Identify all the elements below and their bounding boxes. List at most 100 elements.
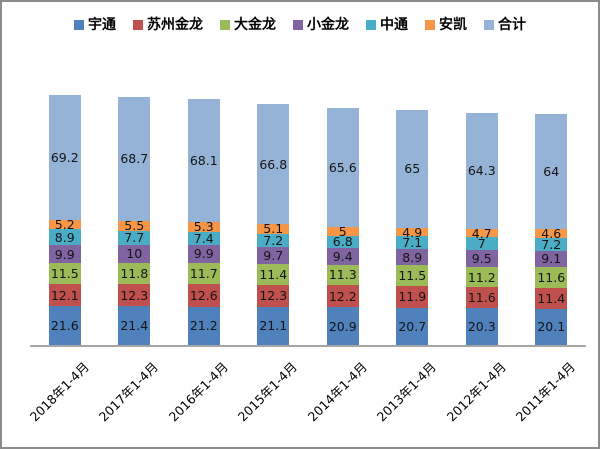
- bars-row: 69.2 5.2 8.9 9.9 11.5 12.1 21.6 2018年1-4月 68.7 5.…: [26, 95, 587, 424]
- bar-segment: 4.9: [396, 226, 429, 239]
- data-label: 68.1: [189, 152, 218, 168]
- data-label: 21.1: [259, 318, 288, 334]
- bar-segment: 21.2: [187, 306, 220, 345]
- bar-slot: 64 4.6 7.2 9.1 11.6 11.4 20.1 2011年1-4月: [513, 95, 587, 424]
- bar-segment: 12.3: [118, 284, 151, 307]
- bar-segment: 64.3: [465, 112, 498, 229]
- data-label: 11.8: [120, 265, 149, 281]
- bar-slot: 64.3 4.7 7 9.5 11.2 11.6 20.3 2012年1-4月: [443, 95, 517, 424]
- bar-segment: 5.5: [118, 219, 151, 232]
- data-label: 8.9: [54, 229, 75, 245]
- legend-item-yutong: 宇通: [74, 18, 116, 32]
- legend-swatch-icon: [133, 20, 143, 30]
- bar-slot: 65 4.9 7.1 8.9 11.5 11.9 20.7 2013年1-4月: [374, 95, 448, 424]
- data-label: 7.1: [402, 235, 423, 251]
- bar-slot: 69.2 5.2 8.9 9.9 11.5 12.1 21.6 2018年1-4月: [26, 95, 100, 424]
- legend-label: 苏州金龙: [147, 17, 203, 33]
- bar-segment: 7.2: [257, 232, 290, 248]
- bar-slot: 65.6 5 6.8 9.4 11.3 12.2 20.9 2014年1-4月: [304, 95, 378, 424]
- bar-segment: 9.4: [326, 247, 359, 265]
- data-label: 11.3: [328, 267, 357, 283]
- data-label: 21.6: [50, 317, 79, 333]
- x-axis-label: 2015年1-4月: [234, 359, 300, 425]
- x-axis-label: 2016年1-4月: [165, 359, 231, 425]
- data-label: 11.9: [398, 289, 427, 305]
- data-label: 11.7: [189, 265, 218, 281]
- bar-segment: 20.1: [535, 308, 568, 345]
- bar-segment: 68.7: [118, 96, 151, 221]
- data-label: 64: [543, 164, 560, 180]
- data-label: 64.3: [467, 163, 496, 179]
- data-label: 9.1: [541, 251, 562, 267]
- bar-segment: 20.9: [326, 307, 359, 345]
- bar-segment: 12.1: [48, 284, 81, 306]
- bar-segment: 9.7: [257, 246, 290, 265]
- legend-swatch-icon: [425, 20, 435, 30]
- bar-segment: 9.5: [465, 249, 498, 268]
- bar-segment: 11.9: [396, 286, 429, 308]
- data-label: 12.3: [120, 287, 149, 303]
- bar-segment: 11.3: [326, 264, 359, 286]
- data-label: 7.2: [263, 232, 284, 248]
- data-label: 9.9: [193, 246, 214, 262]
- bar-segment: 11.4: [535, 288, 568, 309]
- legend-label: 中通: [380, 17, 408, 33]
- data-label: 68.7: [120, 151, 149, 167]
- bar-segment: 11.6: [465, 287, 498, 309]
- legend-label: 小金龙: [307, 17, 349, 33]
- data-label: 20.7: [398, 318, 427, 334]
- data-label: 9.5: [471, 251, 492, 267]
- stacked-bar: 65 4.9 7.1 8.9 11.5 11.9 20.7: [396, 110, 429, 345]
- bar-segment: 11.4: [257, 264, 290, 285]
- bar-segment: 11.7: [187, 262, 220, 284]
- bar-segment: 21.1: [257, 306, 290, 345]
- data-label: 12.6: [189, 287, 218, 303]
- bar-segment: 11.6: [535, 267, 568, 289]
- data-label: 21.4: [120, 318, 149, 334]
- bar-segment: 69.2: [48, 95, 81, 220]
- data-label: 65: [404, 161, 421, 177]
- stacked-bar: 64 4.6 7.2 9.1 11.6 11.4 20.1: [535, 113, 568, 345]
- stacked-bar: 64.3 4.7 7 9.5 11.2 11.6 20.3: [465, 112, 498, 345]
- data-label: 21.2: [189, 318, 218, 334]
- bar-segment: 9.1: [535, 250, 568, 268]
- bar-segment: 5.1: [257, 222, 290, 235]
- data-label: 5.3: [193, 219, 214, 235]
- data-label: 11.4: [259, 266, 288, 282]
- data-label: 5.2: [54, 217, 75, 233]
- data-label: 20.9: [328, 318, 357, 334]
- plot-area: 69.2 5.2 8.9 9.9 11.5 12.1 21.6 2018年1-4月 68.7 5.…: [26, 95, 587, 424]
- legend-label: 安凯: [439, 17, 467, 33]
- data-label: 11.5: [398, 268, 427, 284]
- data-label: 11.4: [537, 290, 566, 306]
- data-label: 20.1: [537, 319, 566, 335]
- legend-item-xiao-jinlong: 小金龙: [293, 18, 349, 32]
- data-label: 65.6: [328, 159, 357, 175]
- legend-item-zhongtong: 中通: [366, 18, 408, 32]
- stacked-bar: 65.6 5 6.8 9.4 11.3 12.2 20.9: [326, 108, 359, 345]
- bar-segment: 9.9: [187, 244, 220, 263]
- data-label: 7.7: [124, 230, 145, 246]
- x-axis-label: 2012年1-4月: [443, 359, 509, 425]
- bar-segment: 7.4: [187, 231, 220, 245]
- bar-segment: 65.6: [326, 108, 359, 227]
- bar-segment: 11.2: [465, 267, 498, 288]
- data-label: 11.6: [537, 270, 566, 286]
- data-label: 20.3: [467, 319, 496, 335]
- data-label: 7: [477, 236, 486, 252]
- data-label: 69.2: [50, 150, 79, 165]
- x-axis-label: 2011年1-4月: [512, 359, 578, 425]
- legend-label: 宇通: [88, 17, 116, 33]
- bar-segment: 12.3: [257, 284, 290, 307]
- bar-segment: 11.5: [396, 265, 429, 287]
- data-label: 12.1: [50, 287, 79, 303]
- x-axis-label: 2018年1-4月: [26, 359, 92, 425]
- bar-segment: 7.7: [118, 230, 151, 246]
- data-label: 9.9: [54, 246, 75, 262]
- stacked-bar: 68.7 5.5 7.7 10 11.8 12.3 21.4: [118, 96, 151, 345]
- bar-segment: 68.1: [187, 98, 220, 222]
- bar-segment: 6.8: [326, 235, 359, 248]
- data-label: 11.6: [467, 290, 496, 306]
- bar-segment: 12.6: [187, 283, 220, 307]
